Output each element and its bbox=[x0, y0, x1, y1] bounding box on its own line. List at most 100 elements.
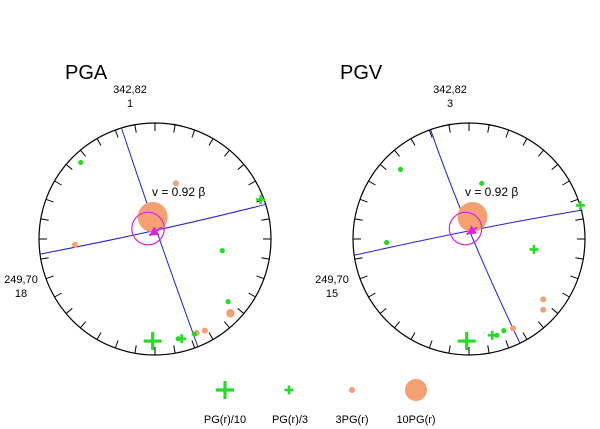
azimuth-tick bbox=[40, 218, 49, 221]
azimuth-tick bbox=[448, 124, 451, 133]
primitive-circle bbox=[38, 122, 272, 356]
azimuth-tick bbox=[40, 257, 49, 260]
azimuth-tick bbox=[487, 345, 490, 354]
marker-green-dot bbox=[494, 332, 500, 338]
marker-green-dot bbox=[78, 159, 84, 166]
great-circle-plane bbox=[430, 129, 521, 344]
azimuth-tick bbox=[173, 345, 176, 354]
azimuth-tick bbox=[551, 308, 559, 314]
marker-green-cross-small bbox=[256, 195, 266, 205]
top-axis-label: 342,82 bbox=[113, 84, 147, 96]
azimuth-tick bbox=[487, 124, 490, 133]
azimuth-tick bbox=[45, 198, 54, 203]
marker-green-dot bbox=[384, 239, 390, 246]
left-axis-label: 249,70 bbox=[315, 274, 349, 286]
arrow-head bbox=[466, 225, 477, 235]
azimuth-tick bbox=[505, 129, 510, 138]
marker-green-dot bbox=[501, 328, 507, 334]
azimuth-tick bbox=[224, 149, 230, 157]
azimuth-tick bbox=[522, 332, 528, 340]
azimuth-tick bbox=[191, 340, 196, 349]
marker-orange-dot bbox=[201, 327, 208, 334]
azimuth-tick bbox=[237, 164, 245, 170]
great-circle-plane bbox=[120, 127, 199, 348]
legend: PG(r)/10 PG(r)/3 3PG(r) 10PG(r) bbox=[204, 379, 436, 426]
azimuth-tick bbox=[114, 340, 119, 349]
panel-title: PGA bbox=[65, 62, 108, 84]
azimuth-tick bbox=[256, 275, 265, 280]
azimuth-tick bbox=[354, 218, 363, 221]
azimuth-tick bbox=[248, 180, 256, 186]
azimuth-tick bbox=[96, 138, 102, 146]
marker-green-dot bbox=[175, 336, 181, 342]
velocity-label: v = 0.92 β bbox=[152, 185, 205, 199]
azimuth-tick bbox=[538, 149, 544, 157]
azimuth-tick bbox=[379, 164, 387, 170]
azimuth-tick bbox=[562, 180, 570, 186]
azimuth-tick bbox=[428, 340, 433, 349]
azimuth-tick bbox=[65, 164, 73, 170]
marker-green-cross-small bbox=[529, 244, 539, 254]
top-axis-sublabel: 3 bbox=[447, 98, 453, 110]
top-axis-sublabel: 1 bbox=[127, 98, 133, 110]
marker-green-dot bbox=[479, 180, 485, 186]
marker-orange-dot-medium bbox=[226, 309, 235, 318]
azimuth-tick bbox=[562, 292, 570, 298]
marker-orange-disc bbox=[137, 201, 168, 232]
top-axis-label: 342,82 bbox=[433, 84, 467, 96]
marker-orange-dot bbox=[172, 180, 179, 187]
azimuth-tick bbox=[54, 180, 62, 186]
azimuth-tick bbox=[359, 198, 368, 203]
azimuth-tick bbox=[45, 275, 54, 280]
left-axis-sublabel: 15 bbox=[326, 288, 338, 300]
marker-green-dot bbox=[219, 248, 225, 254]
velocity-label: v = 0.92 β bbox=[465, 185, 518, 199]
rupture-direction-arrow bbox=[466, 225, 478, 236]
marker-orange-disc bbox=[457, 201, 488, 232]
azimuth-tick bbox=[134, 124, 137, 133]
stereonet-panel-pga: PGA 342,82 1 249,70 18 v = 0.92 β bbox=[4, 62, 272, 356]
azimuth-tick bbox=[575, 257, 584, 260]
arrow-head bbox=[149, 226, 160, 236]
left-axis-sublabel: 18 bbox=[15, 288, 27, 300]
marker-orange-dot bbox=[349, 387, 355, 393]
azimuth-tick bbox=[208, 332, 214, 340]
azimuth-tick bbox=[54, 292, 62, 298]
legend-label-10pg-r: 10PG(r) bbox=[396, 414, 435, 426]
observation-markers bbox=[71, 159, 266, 351]
azimuth-tick bbox=[410, 138, 416, 146]
azimuth-tick bbox=[505, 340, 510, 349]
marker-green-cross-big bbox=[143, 332, 162, 351]
marker-green-dot bbox=[225, 299, 231, 305]
marker-green-cross-small bbox=[284, 385, 294, 395]
azimuth-tick bbox=[354, 257, 363, 260]
azimuth-tick bbox=[65, 308, 73, 314]
left-axis-label: 249,70 bbox=[4, 274, 38, 286]
marker-orange-dot bbox=[71, 241, 78, 248]
azimuth-tick bbox=[114, 129, 119, 138]
legend-label-pg-r-3: PG(r)/3 bbox=[272, 414, 308, 426]
azimuth-tick bbox=[551, 164, 559, 170]
panel-title: PGV bbox=[340, 62, 383, 84]
azimuth-tick bbox=[522, 138, 528, 146]
marker-green-cross-big bbox=[457, 332, 476, 351]
marker-green-dot bbox=[397, 166, 404, 172]
azimuth-tick bbox=[428, 129, 433, 138]
stereonet-frame bbox=[352, 122, 586, 356]
azimuth-tick bbox=[570, 198, 579, 203]
azimuth-tick bbox=[359, 275, 368, 280]
azimuth-tick bbox=[173, 124, 176, 133]
azimuth-tick bbox=[261, 218, 270, 221]
observation-markers bbox=[384, 166, 585, 351]
legend-label-pg-r-10: PG(r)/10 bbox=[204, 414, 246, 426]
primitive-circle bbox=[352, 122, 586, 356]
azimuth-tick bbox=[80, 321, 86, 329]
azimuth-tick bbox=[224, 321, 230, 329]
azimuth-tick bbox=[261, 257, 270, 260]
azimuth-tick bbox=[248, 292, 256, 298]
marker-orange-disc bbox=[405, 379, 427, 401]
azimuth-tick bbox=[80, 149, 86, 157]
legend-label-3pg-r: 3PG(r) bbox=[336, 414, 369, 426]
azimuth-tick bbox=[575, 218, 584, 221]
rupture-direction-ring bbox=[131, 211, 165, 246]
